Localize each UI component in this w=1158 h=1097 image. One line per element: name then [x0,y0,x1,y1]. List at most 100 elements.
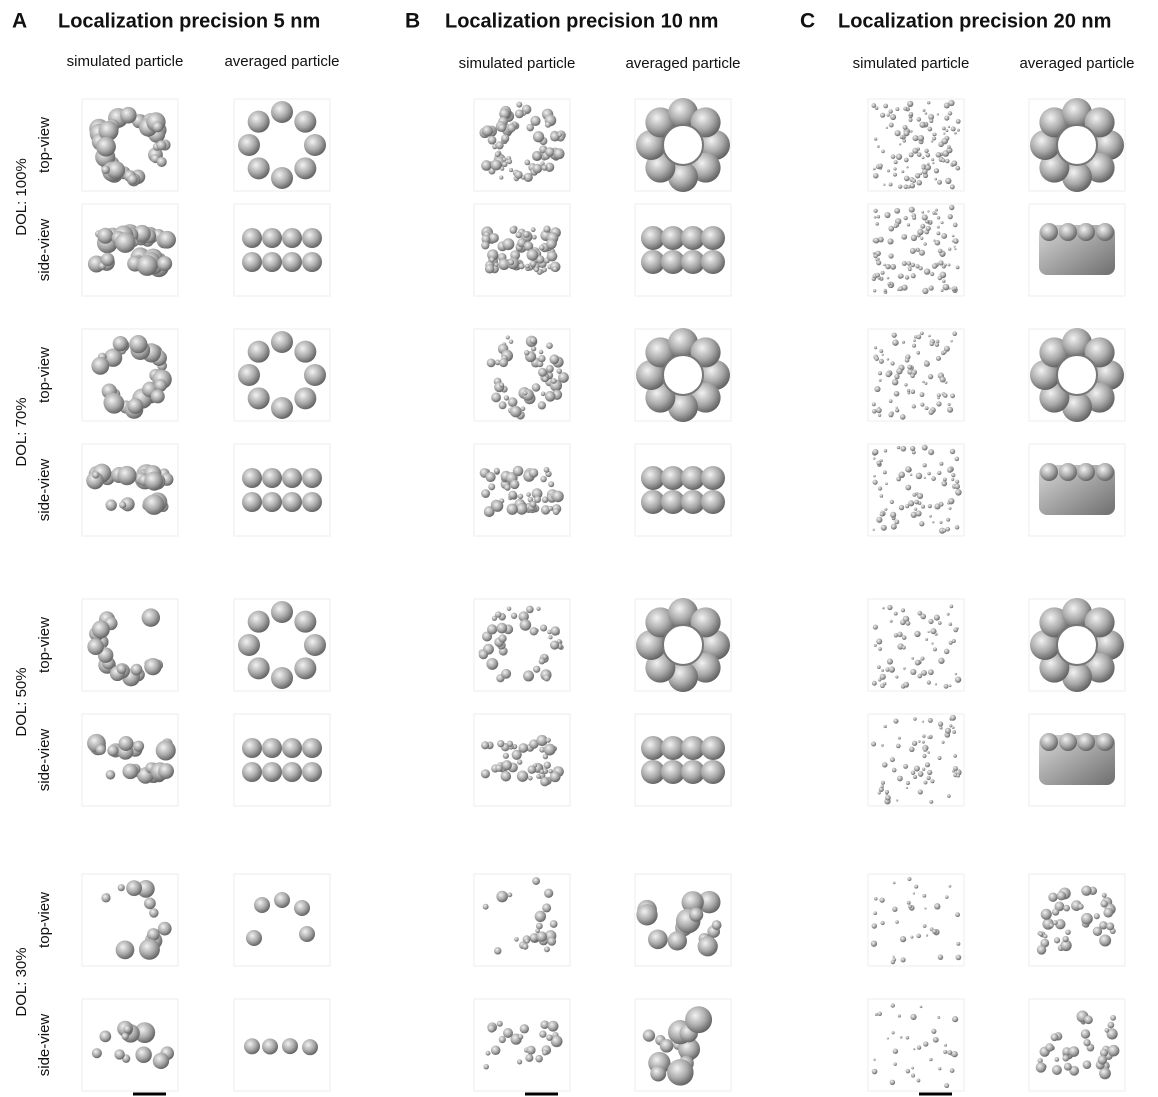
blob [523,391,528,396]
blob [541,391,546,396]
particle-image [474,599,570,691]
blob [938,621,942,625]
particle-image [1029,874,1125,966]
blob [488,483,495,490]
blob [488,1025,496,1033]
blob [304,134,326,156]
blob [881,921,885,925]
blob [282,228,302,248]
blob [302,1039,318,1055]
blob [115,232,136,253]
blob [882,762,887,767]
blob [929,515,932,518]
blob [927,163,930,166]
blob [883,470,887,474]
particle-image [1029,598,1125,692]
blob [262,1039,278,1055]
blob [939,521,942,524]
blob [101,893,110,902]
blob [937,1016,940,1019]
blob [892,1031,895,1034]
blob [549,354,559,364]
blob [701,736,725,760]
blob [896,154,902,160]
blob [302,738,322,758]
blob [937,180,942,185]
blob [891,524,897,530]
blob [873,289,876,292]
blob [892,768,897,773]
blob [548,506,553,511]
blob [119,501,126,508]
blob [262,738,282,758]
blob [953,766,958,771]
blob [910,1014,916,1020]
blob [924,361,930,367]
blob [539,658,545,664]
blob [1102,893,1107,898]
blob [540,624,547,631]
blob [503,753,509,759]
blob [157,256,172,271]
blob [900,135,904,139]
blob [928,410,933,415]
view-label: side-view [36,1014,53,1077]
image-frame [234,714,330,806]
blob [928,718,933,723]
blob [885,482,888,485]
blob [254,897,270,913]
blob [540,777,549,786]
particle-image [635,444,731,536]
blob [92,1048,102,1058]
blob [533,152,542,161]
blob [890,620,893,623]
blob [294,341,316,363]
blob [894,519,899,524]
blob [1078,904,1084,910]
blob [926,934,928,936]
blob [890,1080,895,1085]
blob [905,275,909,279]
blob [914,500,919,505]
blob [242,252,262,272]
blob [924,382,927,385]
blob [262,762,282,782]
blob [499,358,508,367]
blob [912,344,916,348]
labels: ALocalization precision 5 nmsimulated pa… [12,10,1135,1094]
blob [917,229,923,235]
blob [909,207,915,213]
blob [951,473,955,477]
blob [548,1021,559,1032]
blob [931,140,933,142]
blob [1110,1015,1116,1021]
blob [876,260,881,265]
blob [271,397,293,419]
blob [521,406,526,411]
blob [502,161,508,167]
blob [875,222,879,226]
blob [887,658,893,664]
blob [871,941,877,947]
blob [878,486,882,490]
blob [1052,908,1059,915]
blob [896,368,902,374]
blob [878,791,881,794]
blob [516,232,523,239]
blob [873,457,876,460]
blob [929,285,934,290]
blob [918,771,924,777]
blob [900,957,905,962]
blob [945,381,948,384]
blob [119,736,134,751]
blob [892,333,897,338]
blob [532,877,540,885]
column-header: averaged particle [625,55,740,72]
blob [938,249,943,254]
blob [903,107,907,111]
blob [117,466,136,485]
blob [916,351,920,355]
blob [507,606,512,611]
blob [511,613,517,619]
blob [947,613,950,616]
